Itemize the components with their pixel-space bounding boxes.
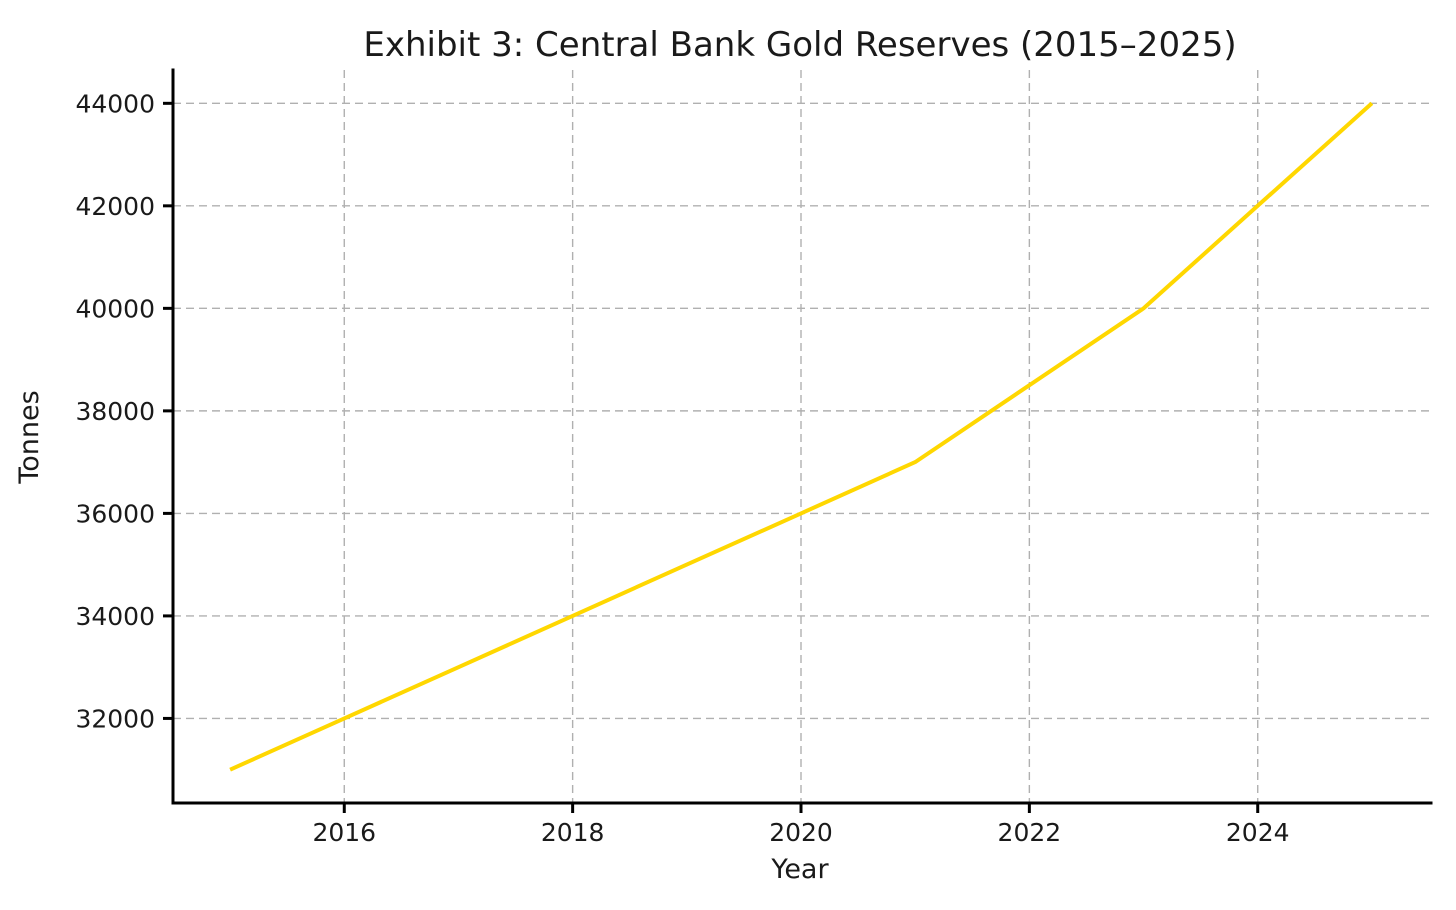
axes bbox=[163, 68, 1433, 813]
y-axis-label: Tonnes bbox=[14, 390, 45, 484]
gold-reserves-line bbox=[229, 101, 1374, 772]
y-tick-label: 40000 bbox=[75, 294, 155, 323]
gridlines bbox=[173, 70, 1429, 803]
axis-spines bbox=[171, 68, 1433, 805]
y-tick-label: 36000 bbox=[75, 499, 155, 528]
x-tick-label: 2020 bbox=[769, 818, 833, 847]
y-tick-label: 42000 bbox=[75, 192, 155, 221]
y-tick-label: 44000 bbox=[75, 89, 155, 118]
chart-title: Exhibit 3: Central Bank Gold Reserves (2… bbox=[363, 25, 1236, 65]
x-tick-label: 2024 bbox=[1226, 818, 1290, 847]
y-tick-label: 32000 bbox=[75, 704, 155, 733]
x-tick-label: 2016 bbox=[312, 818, 376, 847]
tick-labels: 32000 34000 36000 38000 40000 42000 44000 2016 2… bbox=[75, 89, 1289, 847]
y-tick-label: 38000 bbox=[75, 397, 155, 426]
series-lines bbox=[229, 101, 1374, 772]
y-tick-label: 34000 bbox=[75, 602, 155, 631]
x-tick-label: 2022 bbox=[998, 818, 1062, 847]
x-tick-label: 2018 bbox=[541, 818, 605, 847]
x-axis-label: Year bbox=[770, 854, 829, 885]
